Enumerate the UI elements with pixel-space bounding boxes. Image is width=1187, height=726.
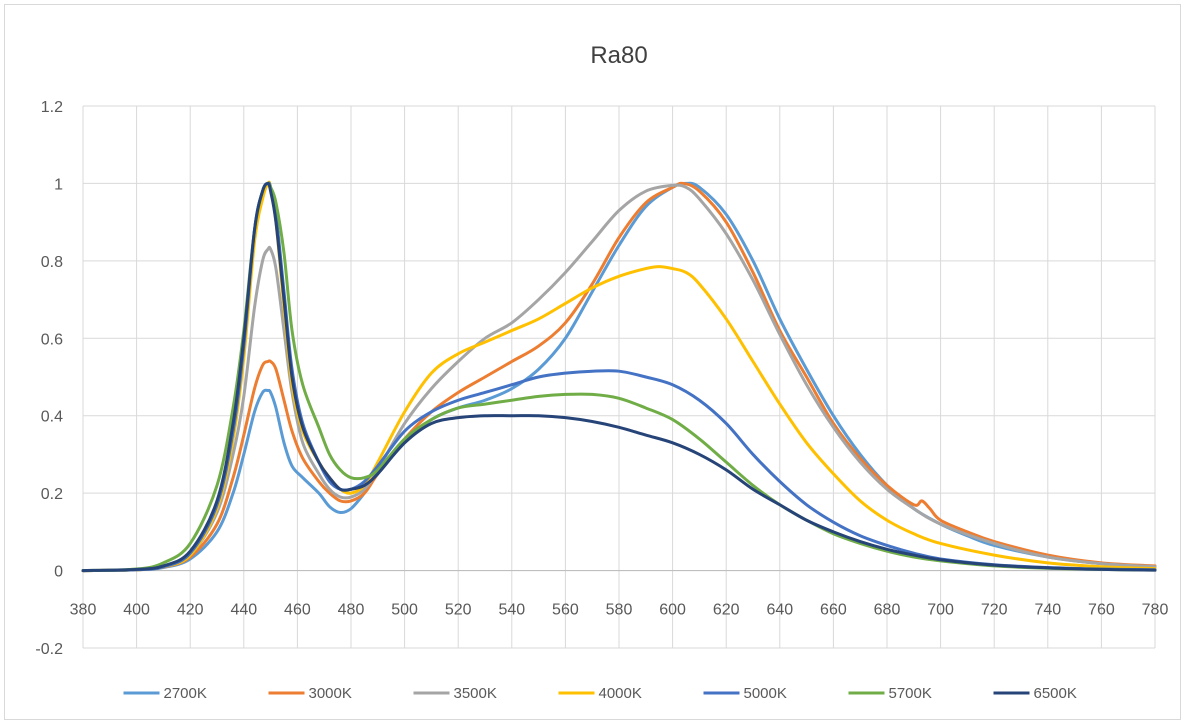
y-tick-label: 1.2: [41, 99, 63, 116]
x-tick-label: 580: [606, 602, 633, 619]
series-lines: [81, 180, 1157, 573]
x-tick-label: 660: [820, 602, 847, 619]
y-tick-label: 1: [54, 176, 63, 193]
x-tick-label: 540: [498, 602, 525, 619]
grid-lines: [82, 105, 1156, 649]
chart-title: Ra80: [590, 42, 647, 69]
axes: -0.2 0 0.2 0.4 0.6 0.8 1 1.2 380 400 420 440 460 480 5…: [35, 99, 1168, 658]
series-line-3000k: [81, 181, 1157, 573]
legend-label: 6500K: [1034, 685, 1077, 702]
legend-item-3500k: 3500K: [413, 685, 497, 702]
x-tick-label: 560: [552, 602, 579, 619]
legend-item-5700k: 5700K: [848, 685, 932, 702]
y-tick-label: 0.6: [41, 331, 63, 348]
spectrum-line-chart: Ra80 -0.2 0 0.2 0.4 0.6 0.8 1 1.2 380 400 420 440 46…: [35, 42, 1168, 702]
x-tick-label: 780: [1142, 602, 1169, 619]
x-tick-label: 500: [391, 602, 418, 619]
y-tick-label: 0: [54, 564, 63, 581]
y-tick-label: 0.2: [41, 486, 63, 503]
legend-label: 5700K: [889, 685, 932, 702]
chart-frame: Ra80 -0.2 0 0.2 0.4 0.6 0.8 1 1.2 380 400 420 440 46…: [4, 4, 1181, 720]
x-tick-label: 520: [445, 602, 472, 619]
x-tick-label: 400: [123, 602, 150, 619]
series-line-6500k: [81, 181, 1157, 573]
series-line-4000k: [81, 180, 1157, 573]
series-line-3500k: [81, 183, 1157, 573]
x-tick-label: 720: [981, 602, 1008, 619]
legend-item-5000k: 5000K: [703, 685, 787, 702]
legend-item-2700k: 2700K: [123, 685, 207, 702]
legend-item-3000k: 3000K: [268, 685, 352, 702]
legend-label: 2700K: [164, 685, 207, 702]
legend-label: 3500K: [454, 685, 497, 702]
legend-label: 3000K: [309, 685, 352, 702]
x-tick-label: 740: [1034, 602, 1061, 619]
y-tick-label: 0.8: [41, 254, 63, 271]
x-tick-label: 600: [659, 602, 686, 619]
y-tick-label: -0.2: [35, 641, 63, 658]
legend-item-4000k: 4000K: [558, 685, 642, 702]
x-tick-label: 380: [70, 602, 97, 619]
x-tick-label: 640: [766, 602, 793, 619]
x-tick-label: 760: [1088, 602, 1115, 619]
x-tick-label: 680: [874, 602, 901, 619]
series-line-2700k: [81, 181, 1157, 573]
x-tick-label: 420: [177, 602, 204, 619]
y-tick-label: 0.4: [41, 409, 63, 426]
x-tick-label: 700: [927, 602, 954, 619]
x-tick-label: 480: [338, 602, 365, 619]
legend-item-6500k: 6500K: [993, 685, 1077, 702]
legend: 2700K 3000K 3500K 4000K 5000K 5700K 6500K: [123, 685, 1077, 702]
legend-label: 5000K: [744, 685, 787, 702]
legend-label: 4000K: [599, 685, 642, 702]
x-tick-label: 440: [230, 602, 257, 619]
x-tick-label: 460: [284, 602, 311, 619]
x-tick-label: 620: [713, 602, 740, 619]
